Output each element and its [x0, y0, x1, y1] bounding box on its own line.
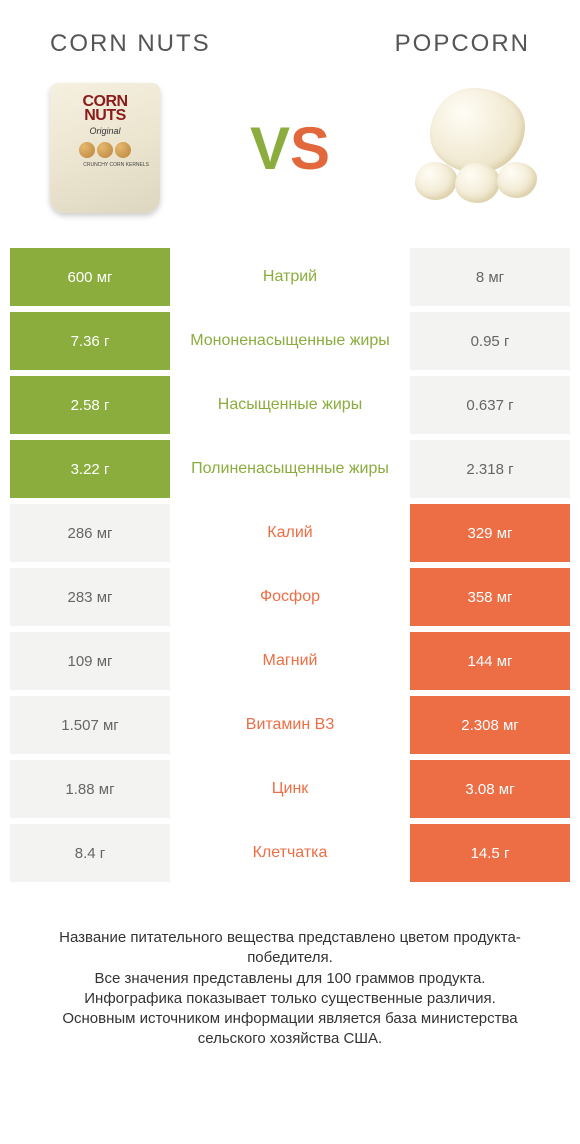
- table-row: 283 мгФосфор358 мг: [10, 568, 570, 626]
- bag-variant: Original: [89, 126, 120, 136]
- left-value: 109 мг: [10, 632, 170, 690]
- nutrient-label: Цинк: [170, 760, 410, 818]
- footer-notes: Название питательного вещества представл…: [0, 888, 580, 1050]
- left-value: 600 мг: [10, 248, 170, 306]
- right-value: 2.318 г: [410, 440, 570, 498]
- bag-kernels-icon: [79, 142, 131, 158]
- vs-label: VS: [250, 114, 330, 183]
- nutrient-label: Витамин B3: [170, 696, 410, 754]
- right-value: 0.95 г: [410, 312, 570, 370]
- cornnuts-bag-icon: CORN NUTS Original CRUNCHY CORN KERNELS: [50, 83, 160, 213]
- table-row: 8.4 гКлетчатка14.5 г: [10, 824, 570, 882]
- table-row: 109 мгМагний144 мг: [10, 632, 570, 690]
- nutrient-label: Калий: [170, 504, 410, 562]
- left-value: 7.36 г: [10, 312, 170, 370]
- right-value: 329 мг: [410, 504, 570, 562]
- table-row: 600 мгНатрий8 мг: [10, 248, 570, 306]
- right-value: 8 мг: [410, 248, 570, 306]
- right-value: 3.08 мг: [410, 760, 570, 818]
- images-row: CORN NUTS Original CRUNCHY CORN KERNELS …: [0, 68, 580, 248]
- left-value: 8.4 г: [10, 824, 170, 882]
- footer-line-3: Инфографика показывает только существенн…: [30, 989, 550, 1009]
- bag-subtext: CRUNCHY CORN KERNELS: [61, 162, 149, 168]
- left-value: 3.22 г: [10, 440, 170, 498]
- nutrient-label: Магний: [170, 632, 410, 690]
- table-row: 1.507 мгВитамин B32.308 мг: [10, 696, 570, 754]
- table-row: 1.88 мгЦинк3.08 мг: [10, 760, 570, 818]
- title-left: CORN NUTS: [50, 30, 211, 58]
- left-value: 286 мг: [10, 504, 170, 562]
- left-value: 1.88 мг: [10, 760, 170, 818]
- popcorn-icon: [405, 88, 545, 208]
- left-value: 2.58 г: [10, 376, 170, 434]
- right-product-image: [400, 78, 550, 218]
- vs-s: S: [290, 115, 330, 182]
- table-row: 3.22 гПолиненасыщенные жиры2.318 г: [10, 440, 570, 498]
- left-value: 283 мг: [10, 568, 170, 626]
- header: CORN NUTS POPCORN: [0, 0, 580, 68]
- footer-line-1: Название питательного вещества представл…: [30, 928, 550, 969]
- footer-line-2: Все значения представлены для 100 граммо…: [30, 969, 550, 989]
- left-value: 1.507 мг: [10, 696, 170, 754]
- right-value: 14.5 г: [410, 824, 570, 882]
- right-value: 358 мг: [410, 568, 570, 626]
- nutrient-label: Насыщенные жиры: [170, 376, 410, 434]
- right-value: 2.308 мг: [410, 696, 570, 754]
- table-row: 286 мгКалий329 мг: [10, 504, 570, 562]
- bag-brand-2: NUTS: [84, 107, 126, 124]
- left-product-image: CORN NUTS Original CRUNCHY CORN KERNELS: [30, 78, 180, 218]
- right-value: 144 мг: [410, 632, 570, 690]
- title-right: POPCORN: [395, 30, 530, 58]
- right-value: 0.637 г: [410, 376, 570, 434]
- table-row: 7.36 гМононенасыщенные жиры0.95 г: [10, 312, 570, 370]
- nutrient-label: Клетчатка: [170, 824, 410, 882]
- nutrition-table: 600 мгНатрий8 мг 7.36 гМононенасыщенные ж…: [10, 248, 570, 882]
- table-row: 2.58 гНасыщенные жиры0.637 г: [10, 376, 570, 434]
- nutrient-label: Фосфор: [170, 568, 410, 626]
- footer-line-4: Основным источником информации является …: [30, 1009, 550, 1050]
- nutrient-label: Мононенасыщенные жиры: [170, 312, 410, 370]
- nutrient-label: Полиненасыщенные жиры: [170, 440, 410, 498]
- vs-v: V: [250, 115, 290, 182]
- nutrient-label: Натрий: [170, 248, 410, 306]
